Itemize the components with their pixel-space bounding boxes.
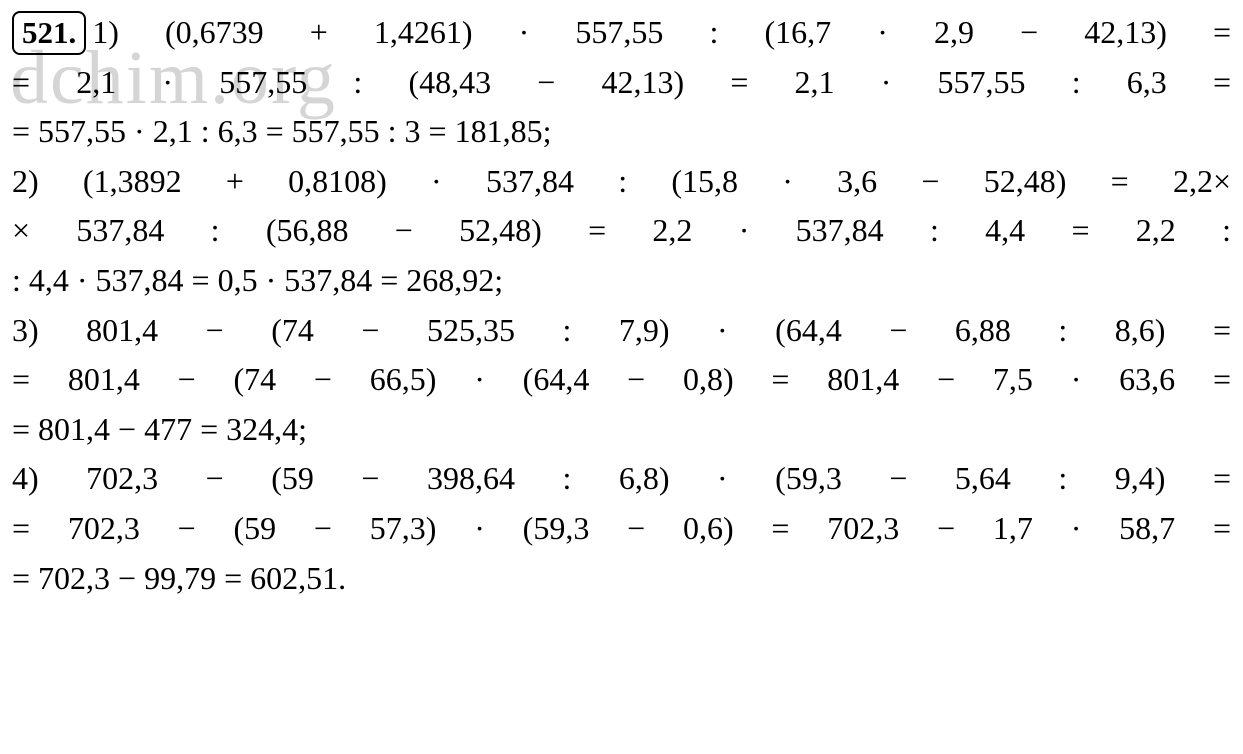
line-8: = 801,4 − (74 − 66,5) · (64,4 − 0,8) = 8… — [12, 355, 1231, 405]
line-5: × 537,84 : (56,88 − 52,48) = 2,2 · 537,8… — [12, 206, 1231, 256]
line-2: = 2,1 · 557,55 : (48,43 − 42,13) = 2,1 ·… — [12, 58, 1231, 108]
line-6: : 4,4 · 537,84 = 0,5 · 537,84 = 268,92; — [12, 256, 1231, 306]
line-1-text: 1) (0,6739 + 1,4261) · 557,55 : (16,7 · … — [92, 14, 1231, 50]
line-3: = 557,55 · 2,1 : 6,3 = 557,55 : 3 = 181,… — [12, 107, 1231, 157]
problem-number-box: 521. — [12, 11, 86, 55]
line-7: 3) 801,4 − (74 − 525,35 : 7,9) · (64,4 −… — [12, 306, 1231, 356]
line-10: 4) 702,3 − (59 − 398,64 : 6,8) · (59,3 −… — [12, 454, 1231, 504]
line-4: 2) (1,3892 + 0,8108) · 537,84 : (15,8 · … — [12, 157, 1231, 207]
line-11: = 702,3 − (59 − 57,3) · (59,3 − 0,6) = 7… — [12, 504, 1231, 554]
line-12: = 702,3 − 99,79 = 602,51. — [12, 554, 1231, 604]
line-9: = 801,4 − 477 = 324,4; — [12, 405, 1231, 455]
solution-content: 521.1) (0,6739 + 1,4261) · 557,55 : (16,… — [12, 8, 1231, 603]
line-1: 521.1) (0,6739 + 1,4261) · 557,55 : (16,… — [12, 8, 1231, 58]
